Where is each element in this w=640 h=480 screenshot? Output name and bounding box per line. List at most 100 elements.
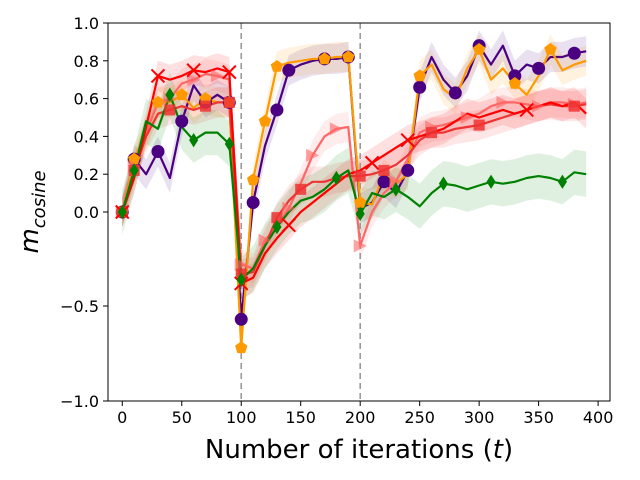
series-2-marker-7 [282, 201, 296, 215]
axes: 0 50 100 150 200 250 300 350 400 −1.0 −0.5 0.0 0.2 0.… [60, 14, 613, 427]
y-tick-label-5: 0.6 [74, 90, 99, 109]
y-tick-label-6: 0.8 [74, 52, 99, 71]
series-1-marker-10 [318, 52, 331, 65]
series-2-marker-3 [187, 73, 201, 87]
x-label-text: Number of iterations ( [205, 435, 493, 465]
x-axis-label: Number of iterations (t) [205, 435, 513, 465]
series-line-4 [121, 67, 587, 285]
series-2-marker-14 [496, 95, 510, 109]
series-2-marker-6 [258, 233, 272, 247]
series-4-marker-5 [281, 217, 297, 233]
series-0-marker-7 [246, 196, 260, 210]
series-5-marker-12 [557, 174, 567, 189]
series-0-marker-14 [413, 80, 427, 94]
series-5-marker-3 [189, 133, 199, 148]
series-4-marker-1 [150, 68, 166, 84]
x-tick-label-5: 250 [404, 408, 435, 427]
series-1-marker-13 [413, 69, 426, 82]
series-3-marker-3 [200, 100, 212, 112]
series-4-marker-7-stroke-b [400, 132, 415, 148]
series-3-marker-11 [473, 119, 485, 131]
series-1-marker-6 [235, 341, 248, 354]
x-tick-label-4: 200 [345, 408, 376, 427]
series-2-marker-9 [329, 122, 343, 136]
series-1-marker-3 [175, 88, 188, 101]
series-1-marker-15 [508, 77, 521, 89]
series-4-marker-5-stroke-b [281, 217, 297, 233]
series-5-marker-10 [438, 176, 449, 191]
series-4-marker-2-stroke-b [186, 63, 201, 78]
axis-labels: Number of iterations (t) mcosine [15, 170, 513, 465]
y-label-main: m [15, 228, 45, 253]
x-tick-label-3: 150 [285, 408, 316, 427]
series-4-marker-3-stroke-b [222, 64, 237, 80]
x-tick-label-0: 0 [117, 408, 127, 427]
series-1-marker-1 [128, 152, 141, 165]
series-4-marker-3 [222, 64, 237, 80]
y-tick-label-7: 1.0 [74, 14, 99, 33]
series-0-marker-18 [532, 61, 546, 75]
series-0-marker-17 [508, 69, 522, 83]
y-axis-label: mcosine [15, 170, 50, 253]
x-tick-label-8: 400 [583, 408, 614, 427]
series-2-marker-13 [460, 111, 474, 124]
series-0-marker-13 [401, 163, 415, 177]
series-3-marker-6 [271, 212, 283, 224]
y-tick-label-1: −0.5 [60, 297, 99, 316]
series-4-marker-1-stroke-b [150, 68, 166, 84]
series-1-marker-2 [151, 95, 165, 108]
series-3-marker-9 [378, 164, 390, 176]
x-tick-label-1: 50 [172, 408, 192, 427]
series-5-marker-4 [224, 136, 234, 152]
series-4-marker-7 [400, 132, 415, 148]
series-4-marker-6-stroke-b [364, 155, 380, 171]
y-label-subscript: cosine [29, 170, 50, 228]
x-label-close: ) [503, 435, 513, 465]
series-3-marker-7 [295, 183, 307, 195]
y-tick-label-0: −1.0 [60, 392, 99, 411]
series-4-marker-8-stroke-b [519, 102, 534, 118]
series-0-marker-6 [234, 312, 248, 326]
series-5-marker-5 [236, 272, 246, 287]
series-markers [115, 39, 581, 354]
series-3-marker-2 [164, 104, 176, 116]
series-3-marker-10 [426, 127, 438, 139]
series-0-marker-2 [151, 145, 165, 159]
series-5-marker-0 [117, 204, 127, 220]
series-4-marker-2 [186, 63, 201, 78]
series-1-marker-7 [246, 173, 260, 186]
series-0-marker-15 [448, 86, 462, 100]
series-5-marker-6 [272, 219, 282, 235]
series-5-marker-7 [331, 170, 341, 186]
y-tick-label-4: 0.4 [74, 127, 99, 146]
series-2-marker-11 [389, 175, 403, 189]
series-3-marker-12 [568, 100, 580, 112]
series-3-marker-8 [354, 170, 366, 182]
series-0-marker-9 [282, 63, 296, 77]
series-5-marker-9 [391, 182, 401, 197]
series-1-marker-12 [354, 196, 367, 208]
series-5-marker-2 [165, 87, 175, 102]
series-5-marker-8 [355, 206, 365, 222]
series-0-marker-8 [270, 103, 284, 117]
series-4-marker-8 [519, 102, 534, 118]
series-2-marker-15 [532, 99, 546, 113]
series-0-marker-19 [567, 46, 581, 60]
series-5-marker-1 [129, 163, 139, 178]
series-2-marker-5 [234, 258, 248, 272]
x-label-var: t [493, 435, 504, 465]
series-1-marker-14 [473, 43, 486, 55]
x-tick-label-2: 100 [226, 408, 257, 427]
series-1-marker-16 [544, 43, 557, 55]
series-1-marker-11 [342, 50, 355, 63]
series-2-marker-10 [353, 239, 367, 253]
series-4-marker-6 [364, 155, 380, 171]
series-3-marker-4 [223, 96, 235, 108]
series-1-marker-8 [258, 114, 272, 127]
x-tick-label-7: 350 [523, 408, 554, 427]
y-tick-label-2: 0.0 [74, 203, 99, 222]
series-0-marker-12 [377, 175, 391, 189]
y-tick-label-3: 0.2 [74, 165, 99, 184]
